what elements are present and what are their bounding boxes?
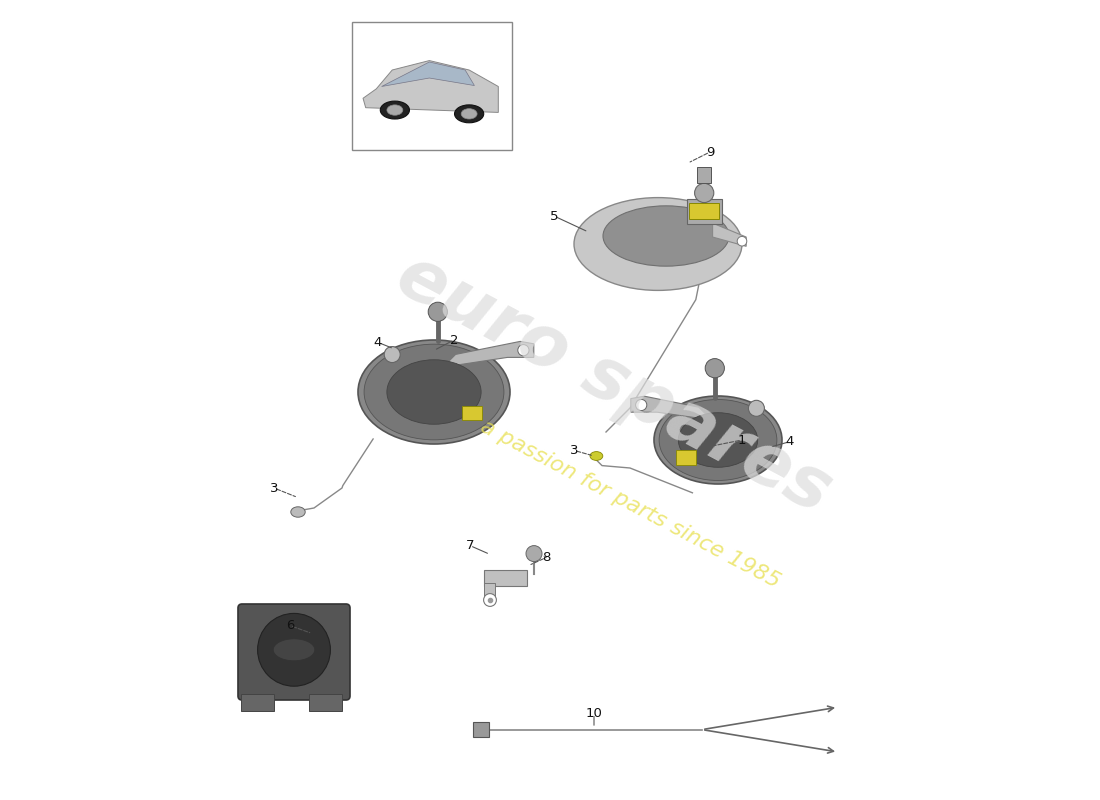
Circle shape [518,345,529,356]
Polygon shape [382,62,474,86]
Circle shape [748,400,764,416]
FancyBboxPatch shape [686,198,722,224]
Ellipse shape [364,344,504,440]
Text: 8: 8 [542,551,550,564]
Text: euro spares: euro spares [385,241,843,527]
Circle shape [484,594,496,606]
Ellipse shape [454,105,484,122]
Ellipse shape [590,451,603,460]
Text: 1: 1 [738,434,746,446]
Ellipse shape [663,422,772,470]
Ellipse shape [679,413,758,467]
FancyBboxPatch shape [462,406,483,420]
Circle shape [428,302,448,322]
FancyBboxPatch shape [697,167,712,183]
Polygon shape [630,396,712,420]
Text: 3: 3 [270,482,278,494]
Text: 6: 6 [286,619,294,632]
Polygon shape [363,61,498,113]
FancyBboxPatch shape [238,604,350,700]
Circle shape [257,614,330,686]
Ellipse shape [659,399,777,481]
FancyBboxPatch shape [309,694,342,711]
FancyBboxPatch shape [675,450,696,465]
Ellipse shape [654,396,782,484]
Text: 4: 4 [785,435,794,448]
Text: 7: 7 [465,539,474,552]
FancyBboxPatch shape [484,583,495,597]
Ellipse shape [387,360,481,424]
Ellipse shape [574,198,743,290]
Text: a passion for parts since 1985: a passion for parts since 1985 [476,416,783,592]
Text: 4: 4 [374,336,382,349]
Text: 2: 2 [450,334,459,346]
FancyBboxPatch shape [689,202,719,218]
FancyBboxPatch shape [241,694,274,711]
Polygon shape [713,223,746,246]
Circle shape [384,346,400,362]
FancyBboxPatch shape [484,570,527,586]
Text: 9: 9 [706,146,714,158]
Ellipse shape [461,109,477,119]
Circle shape [636,399,647,410]
Circle shape [694,183,714,202]
Ellipse shape [370,371,498,429]
Ellipse shape [381,101,409,119]
Ellipse shape [273,638,315,661]
FancyBboxPatch shape [352,22,512,150]
Circle shape [526,546,542,562]
Circle shape [705,358,725,378]
Ellipse shape [387,105,403,115]
Text: 5: 5 [550,210,558,222]
Ellipse shape [603,206,729,266]
Circle shape [737,237,747,246]
Text: 10: 10 [585,707,603,720]
FancyBboxPatch shape [473,722,490,737]
Text: 3: 3 [570,444,579,457]
Ellipse shape [358,340,510,444]
Polygon shape [443,342,534,367]
Ellipse shape [290,507,305,517]
